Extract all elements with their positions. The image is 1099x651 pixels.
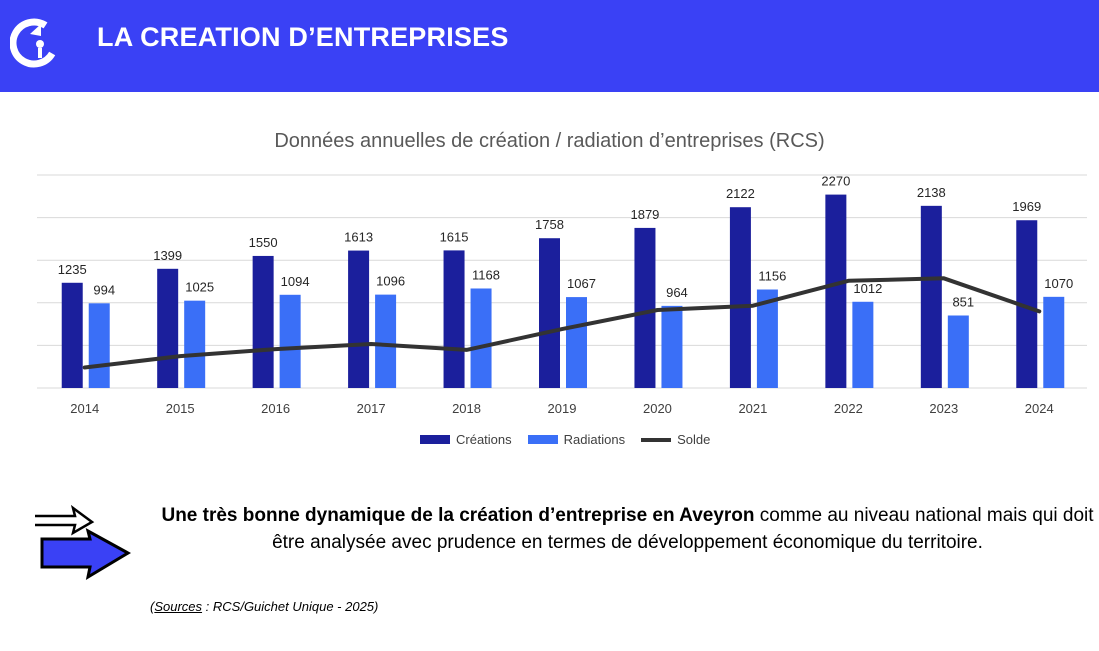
x-tick-label-2020: 2020	[643, 401, 672, 416]
bar-creations-2023	[920, 205, 942, 388]
data-label-creations-2018: 1615	[440, 229, 469, 244]
cci-logo-icon	[10, 18, 59, 68]
source-label: Sources	[154, 599, 203, 614]
data-label-radiations-2016: 1094	[281, 274, 310, 289]
x-tick-label-2017: 2017	[357, 401, 386, 416]
x-tick-label-2019: 2019	[548, 401, 577, 416]
data-label-radiations-2022: 1012	[853, 281, 882, 296]
bar-creations-2019	[539, 238, 560, 388]
x-tick-label-2023: 2023	[929, 401, 958, 416]
data-label-creations-2014: 1235	[58, 262, 87, 277]
x-tick-label-2018: 2018	[452, 401, 481, 416]
bar-creations-2024	[1016, 220, 1038, 388]
x-tick-label-2021: 2021	[738, 401, 767, 416]
page-title: LA CREATION D’ENTREPRISES	[97, 22, 509, 52]
bar-radiations-2017	[375, 294, 397, 388]
data-label-radiations-2020: 964	[666, 285, 688, 300]
data-label-creations-2017: 1613	[344, 230, 373, 245]
chart: 1235 994 2014 1399 1025 2015 1550 1094 2016 1613 1…	[37, 174, 1087, 416]
bar-creations-2015	[157, 268, 179, 388]
bar-creations-2016	[252, 255, 274, 388]
bar-radiations-2015	[184, 300, 206, 388]
data-label-radiations-2023: 851	[952, 294, 974, 309]
source-note: (Sources : RCS/Guichet Unique - 2025)	[150, 599, 378, 614]
legend-swatch-radiations	[527, 435, 558, 444]
bar-creations-2018	[443, 250, 465, 388]
data-label-creations-2024: 1969	[1012, 199, 1041, 214]
x-tick-label-2024: 2024	[1025, 401, 1054, 416]
data-label-radiations-2014: 994	[93, 282, 115, 297]
data-label-radiations-2015: 1025	[185, 280, 214, 295]
data-label-creations-2016: 1550	[249, 235, 278, 250]
bar-radiations-2022	[852, 301, 874, 388]
data-label-creations-2015: 1399	[153, 248, 182, 263]
x-tick-label-2016: 2016	[261, 401, 290, 416]
x-tick-label-2014: 2014	[70, 401, 99, 416]
legend-label-solde: Solde	[677, 432, 711, 447]
data-label-creations-2021: 2122	[726, 186, 755, 201]
bar-radiations-2014	[88, 303, 110, 388]
source-text: : RCS/Guichet Unique - 2025)	[202, 599, 379, 614]
bar-radiations-2021	[756, 289, 778, 388]
data-label-radiations-2019: 1067	[567, 276, 596, 291]
bar-radiations-2020	[661, 305, 683, 388]
data-label-radiations-2021: 1156	[758, 269, 786, 284]
legend-label-creations: Créations	[456, 432, 512, 447]
source-open: (	[150, 599, 155, 614]
header-bar: LA CREATION D’ENTREPRISES	[0, 0, 1099, 92]
data-label-creations-2020: 1879	[630, 207, 659, 222]
data-label-radiations-2024: 1070	[1044, 276, 1073, 291]
bar-radiations-2016	[279, 294, 301, 388]
summary-message: Une très bonne dynamique de la création …	[150, 502, 1099, 556]
legend-swatch-creations	[420, 435, 450, 444]
legend-item-solde: Solde	[641, 432, 710, 447]
legend-item-creations: Créations	[420, 432, 512, 447]
bar-creations-2014	[61, 282, 83, 388]
double-arrow-icon	[35, 504, 132, 581]
data-label-creations-2022: 2270	[821, 174, 850, 189]
legend-label-radiations: Radiations	[563, 432, 626, 447]
x-tick-label-2015: 2015	[166, 401, 195, 416]
bar-creations-2020	[634, 227, 656, 388]
bar-radiations-2023	[947, 315, 969, 388]
chart-title: Données annuelles de création / radiatio…	[274, 130, 825, 152]
line-solde	[82, 276, 1042, 370]
x-tick-label-2022: 2022	[834, 401, 863, 416]
bar-radiations-2018	[470, 288, 492, 388]
bar-radiations-2019	[566, 297, 587, 388]
bar-creations-2017	[348, 250, 370, 388]
chart-legend: Créations Radiations Solde	[420, 432, 726, 447]
data-label-radiations-2017: 1096	[376, 274, 405, 289]
bar-radiations-2024	[1043, 296, 1065, 388]
legend-item-radiations: Radiations	[527, 432, 626, 447]
summary-bold: Une très bonne dynamique de la création …	[161, 505, 755, 526]
bar-creations-2021	[729, 207, 751, 388]
data-label-creations-2019: 1758	[535, 217, 564, 232]
data-label-radiations-2018: 1168	[472, 267, 500, 282]
summary-rest: comme au niveau national mais qui doit ê…	[272, 505, 1094, 553]
legend-swatch-solde	[641, 437, 672, 442]
bar-creations-2022	[825, 194, 847, 388]
data-label-creations-2023: 2138	[917, 185, 946, 200]
